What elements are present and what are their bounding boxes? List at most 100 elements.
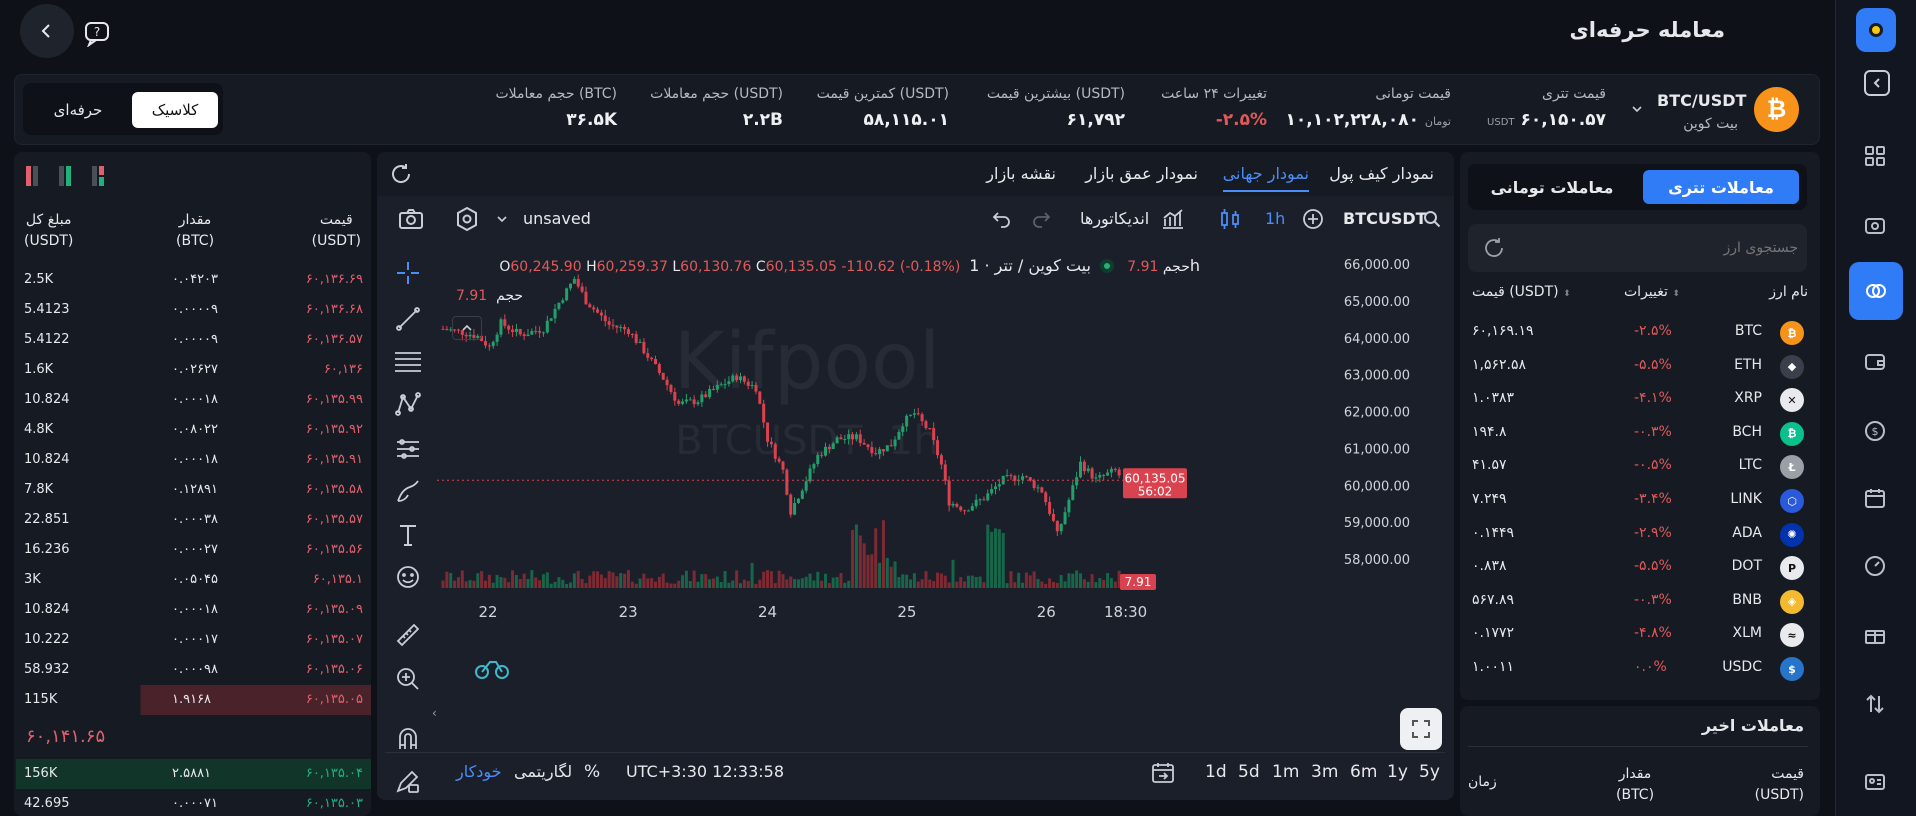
emoji-tool[interactable] (391, 560, 425, 594)
zoom-in-tool[interactable] (391, 662, 425, 696)
market-row[interactable]: ۵۶۷.۸۹ -۰.۳% BNB ◈ (1468, 583, 1808, 617)
orderbook-view-toggle[interactable] (26, 166, 126, 188)
ask-row[interactable]: 3K ۰.۰۵۰۴۵ ۶۰,۱۳۵.۱ (16, 565, 371, 595)
ask-row[interactable]: 10.824 ۰.۰۰۰۱۸ ۶۰,۱۳۵.۹۱ (16, 445, 371, 475)
crosshair-tool[interactable] (391, 256, 425, 290)
ask-row[interactable]: 22.851 ۰.۰۰۰۳۸ ۶۰,۱۳۵.۵۷ (16, 505, 371, 535)
timeframe-5y[interactable]: 5y (1419, 762, 1440, 782)
market-row[interactable]: ۱.۰۰۱۱ ۰.۰% USDC $ (1468, 650, 1808, 684)
auto-scale-toggle[interactable]: خودکار (456, 762, 502, 781)
ask-row[interactable]: 115K ۱.۹۱۶۸ ۶۰,۱۳۵.۰۵ (16, 685, 371, 715)
ask-row[interactable]: 5.4123 ۰.۰۰۰۰۹ ۶۰,۱۳۶.۶۸ (16, 295, 371, 325)
pattern-tool[interactable] (391, 388, 425, 422)
layout-dropdown-icon[interactable] (495, 212, 509, 226)
gift-icon[interactable] (1849, 608, 1901, 660)
tab-global-chart[interactable]: نمودار جهانی (1222, 164, 1309, 192)
symbol-search-button[interactable]: BTCUSDT (1343, 206, 1443, 232)
help-button[interactable]: ? (80, 16, 114, 50)
timeframe-5d[interactable]: 5d (1238, 762, 1260, 782)
ask-row[interactable]: 10.222 ۰.۰۰۰۱۷ ۶۰,۱۳۵.۰۷ (16, 625, 371, 655)
timeframe-1m[interactable]: 1m (1272, 762, 1300, 782)
dashboard-icon[interactable] (1849, 130, 1901, 182)
profile-card-icon[interactable] (1849, 756, 1901, 808)
ob-last-price[interactable]: ۶۰,۱۴۱.۶۵ (26, 726, 106, 747)
ask-row[interactable]: 58.932 ۰.۰۰۰۹۸ ۶۰,۱۳۵.۰۶ (16, 655, 371, 685)
pair-name[interactable]: BTC/USDT (1657, 91, 1747, 110)
market-row[interactable]: ۰.۱۴۴۹ -۲.۹% ADA ✺ (1468, 516, 1808, 550)
fullscreen-button[interactable] (1400, 708, 1442, 750)
collapse-rail-button[interactable] (1864, 70, 1890, 96)
market-row[interactable]: ۷.۲۴۹ -۳.۴% LINK ⬡ (1468, 482, 1808, 516)
compare-symbol-button[interactable] (1302, 208, 1324, 230)
candle-type-button[interactable] (1217, 206, 1243, 232)
redo-button[interactable] (1031, 208, 1053, 230)
interval-selector[interactable]: 1h (1265, 209, 1286, 228)
back-button[interactable] (20, 4, 74, 58)
trade-nav-active[interactable] (1849, 262, 1903, 320)
ask-row[interactable]: 16.236 ۰.۰۰۰۲۷ ۶۰,۱۳۵.۵۶ (16, 535, 371, 565)
market-row[interactable]: ۰.۸۳۸ -۵.۵% DOT P (1468, 549, 1808, 583)
header-name[interactable]: نام ارز (1769, 284, 1808, 300)
header-price[interactable]: قیمت (USDT) ⬍ (1472, 284, 1571, 300)
date-range-button[interactable] (1150, 760, 1176, 786)
brush-tool[interactable] (391, 474, 425, 508)
app-logo[interactable] (1856, 8, 1896, 52)
market-row[interactable]: ۱,۵۶۲.۵۸ -۵.۵% ETH ◆ (1468, 348, 1808, 382)
bid-row[interactable]: 42.695 ۰.۰۰۰۷۱ ۶۰,۱۳۵.۰۳ (16, 789, 371, 816)
reload-chart-button[interactable] (389, 162, 413, 186)
ask-row[interactable]: 4.8K ۰.۰۸۰۲۲ ۶۰,۱۳۵.۹۲ (16, 415, 371, 445)
layout-name[interactable]: unsaved (523, 209, 591, 228)
pair-dropdown-icon[interactable] (1630, 102, 1644, 116)
market-row[interactable]: ۱.۰۳۸۳ -۴.۱% XRP ✕ (1468, 381, 1808, 415)
transfer-icon[interactable] (1849, 678, 1901, 730)
collapse-legend-button[interactable] (452, 316, 482, 340)
ask-row[interactable]: 5.4122 ۰.۰۰۰۰۹ ۶۰,۱۳۶.۵۷ (16, 325, 371, 355)
text-tool[interactable] (391, 518, 425, 552)
price-chart[interactable]: Kifpool BTCUSDT ,1h 58,000.00 59,000.00 60,0… (437, 240, 1447, 786)
tab-market-map[interactable]: نقشه بازار (986, 164, 1056, 183)
ask-row[interactable]: 7.8K ۰.۱۲۸۹۱ ۶۰,۱۳۵.۵۸ (16, 475, 371, 505)
fib-tool[interactable] (391, 344, 425, 378)
ruler-tool[interactable] (391, 618, 425, 652)
market-row[interactable]: ۰.۱۷۷۲ -۴.۸% XLM ≈ (1468, 616, 1808, 650)
timeframe-1d[interactable]: 1d (1205, 762, 1227, 782)
indicators-button[interactable]: اندیکاتورها (1080, 206, 1200, 234)
market-row[interactable]: ۴۱.۵۷ -۰.۵% LTC Ł (1468, 448, 1808, 482)
mode-pro-button[interactable]: حرفه‌ای (53, 101, 103, 119)
exchange-icon[interactable] (1849, 200, 1901, 252)
forecast-tool[interactable] (391, 432, 425, 466)
log-scale-toggle[interactable]: لگاریتمی (514, 762, 573, 781)
market-row[interactable]: ۶۰,۱۶۹.۱۹ -۲.۵% BTC ₿ (1468, 314, 1808, 348)
timeframe-1y[interactable]: 1y (1387, 762, 1408, 782)
tab-toman-markets[interactable]: معاملات تومانی (1490, 177, 1614, 197)
ask-row[interactable]: 10.824 ۰.۰۰۰۱۸ ۶۰,۱۳۵.۰۹ (16, 595, 371, 625)
screenshot-button[interactable] (397, 205, 425, 233)
ask-row[interactable]: 1.6K ۰.۰۲۶۲۷ ۶۰,۱۳۶ (16, 355, 371, 385)
market-search-input[interactable] (1518, 232, 1798, 264)
speed-icon[interactable] (1849, 540, 1901, 592)
calendar-icon[interactable] (1849, 472, 1901, 524)
scroll-left-icon[interactable]: ‹ (432, 706, 437, 720)
search-refresh-icon[interactable] (1482, 236, 1506, 260)
ask-row[interactable]: 2.5K ۰.۰۴۲۰۳ ۶۰,۱۳۶.۶۹ (16, 265, 371, 295)
dollar-icon[interactable]: $ (1849, 405, 1901, 457)
tradingview-logo[interactable] (474, 658, 510, 680)
bid-row[interactable]: 156K ۲.۵۸۸۱ ۶۰,۱۳۵.۰۴ (16, 759, 371, 789)
magnet-tool[interactable] (391, 722, 425, 756)
tab-wallet-chart[interactable]: نمودار کیف پول (1329, 164, 1434, 183)
header-change[interactable]: تغییرات ⬍ (1624, 284, 1680, 300)
lock-drawing-tool[interactable] (391, 764, 425, 798)
timeframe-3m[interactable]: 3m (1311, 762, 1339, 782)
tab-depth-chart[interactable]: نمودار عمق بازار (1085, 164, 1198, 183)
trendline-tool[interactable] (391, 302, 425, 336)
market-row[interactable]: ۱۹۴.۸ -۰.۳% BCH ₿ (1468, 415, 1808, 449)
settings-button[interactable] (453, 205, 481, 233)
mode-classic-button[interactable]: کلاسیک (132, 92, 218, 128)
undo-button[interactable] (990, 208, 1012, 230)
percent-scale-toggle[interactable]: % (584, 762, 601, 782)
wallet-icon[interactable] (1849, 335, 1901, 387)
ask-row[interactable]: 10.824 ۰.۰۰۰۱۸ ۶۰,۱۳۵.۹۹ (16, 385, 371, 415)
tab-usdt-markets[interactable]: معاملات تتری (1643, 170, 1799, 204)
clock-time[interactable]: UTC+3:30 12:33:58 (626, 762, 784, 781)
timeframe-6m[interactable]: 6m (1350, 762, 1378, 782)
